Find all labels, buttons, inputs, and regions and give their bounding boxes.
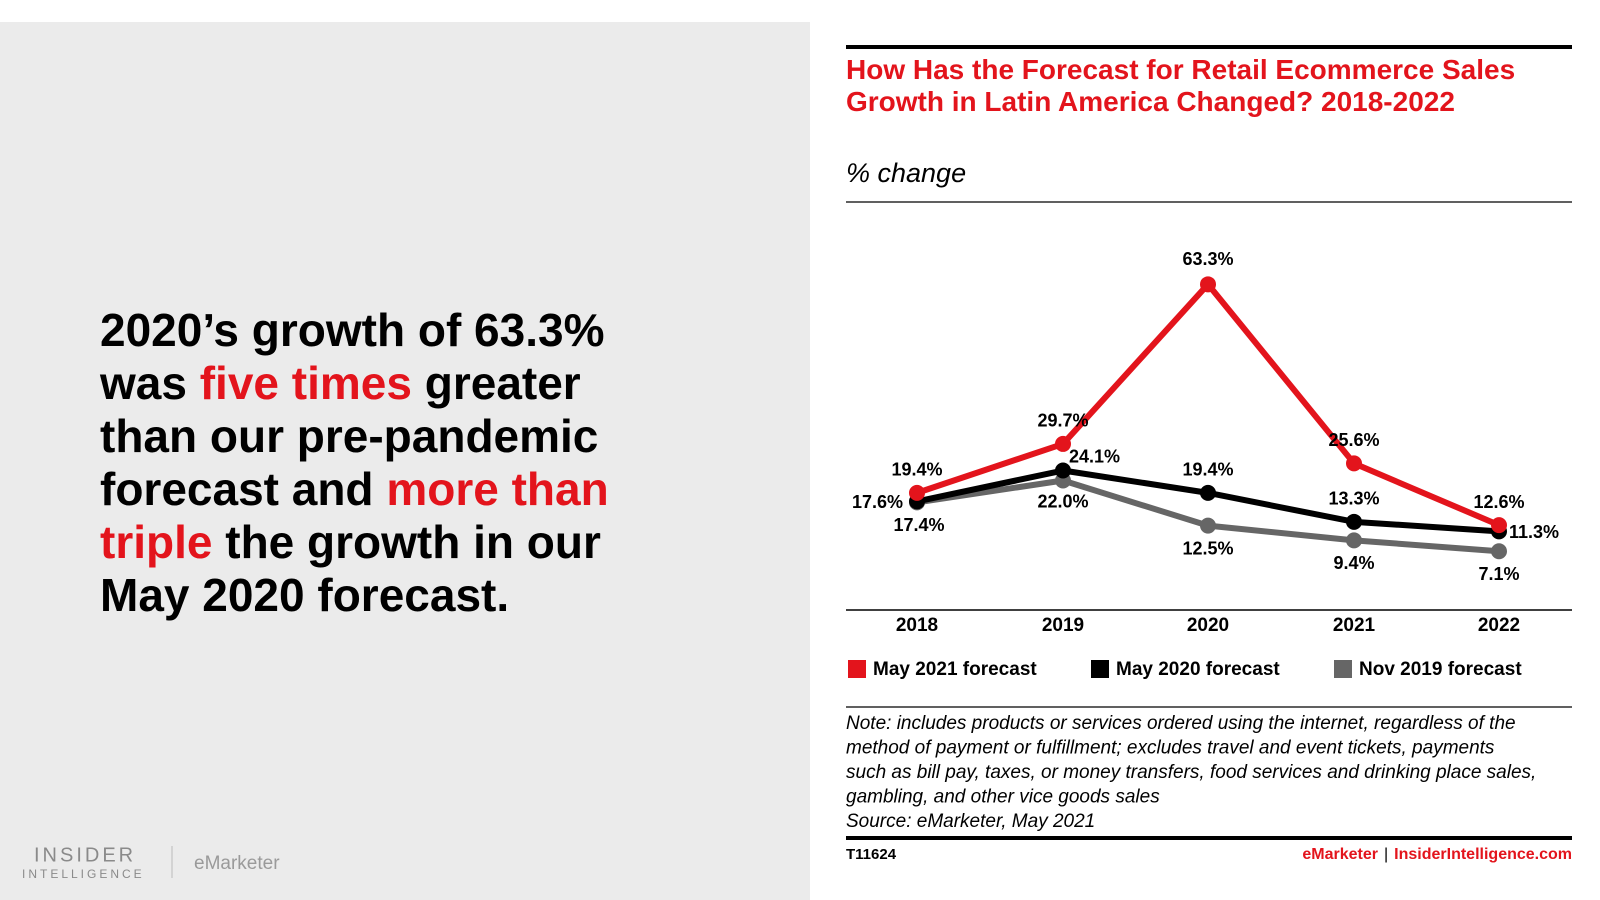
headline: 2020’s growth of 63.3% was five times gr…	[100, 304, 680, 622]
data-label: 17.6%	[852, 492, 903, 512]
data-label: 9.4%	[1333, 553, 1374, 573]
note: gambling, and other vice goods sales	[846, 787, 1160, 808]
footer-separator: |	[1384, 846, 1388, 863]
data-label: 24.1%	[1069, 446, 1120, 466]
data-label: 63.3%	[1182, 249, 1233, 269]
chart-subtitle: % change	[846, 158, 967, 188]
headline-text: the growth in our May 2020 forecast.	[100, 516, 601, 621]
data-label: 22.0%	[1037, 491, 1088, 511]
point	[1055, 435, 1071, 452]
point	[1491, 543, 1507, 560]
data-label: 25.6%	[1328, 430, 1379, 450]
x-tick-label: 2022	[1478, 615, 1520, 636]
point	[1200, 484, 1216, 501]
data-label: 29.7%	[1037, 411, 1088, 431]
point	[1200, 276, 1216, 293]
data-label: 19.4%	[891, 460, 942, 480]
footer-site: InsiderIntelligence.com	[1394, 846, 1572, 863]
logo-partner: eMarketer	[194, 853, 280, 874]
footer: eMarketer | InsiderIntelligence.com	[1302, 846, 1572, 863]
x-tick-label: 2019	[1042, 615, 1084, 636]
data-label: 13.3%	[1328, 489, 1379, 509]
point	[1055, 462, 1071, 479]
data-label: 12.6%	[1473, 492, 1524, 512]
legend-swatch	[1091, 660, 1109, 678]
point	[1346, 455, 1362, 472]
left-panel: 2020’s growth of 63.3% was five times gr…	[0, 22, 810, 900]
headline-emphasis: five times	[199, 357, 412, 409]
legend-label: May 2020 forecast	[1116, 659, 1280, 680]
data-label: 11.3%	[1509, 522, 1559, 542]
x-tick-label: 2020	[1187, 615, 1229, 636]
logo-line1: INSIDER	[34, 844, 136, 866]
x-tick-label: 2018	[896, 615, 938, 636]
source: Source: eMarketer, May 2021	[846, 811, 1095, 832]
chart-title: How Has the Forecast for Retail Ecommerc…	[846, 54, 1516, 117]
headline-text: greater than our pre-pandemic forecast a…	[100, 357, 599, 515]
legend-label: Nov 2019 forecast	[1359, 659, 1522, 680]
data-label: 19.4%	[1182, 460, 1233, 480]
legend-label: May 2021 forecast	[873, 659, 1037, 680]
point	[1346, 532, 1362, 549]
data-label: 12.5%	[1182, 538, 1233, 558]
legend-swatch	[1334, 660, 1352, 678]
note: Note: includes products or services orde…	[846, 713, 1516, 734]
point	[909, 484, 925, 501]
note: such as bill pay, taxes, or money transf…	[846, 762, 1536, 783]
legend-swatch	[848, 660, 866, 678]
logo-line2: INTELLIGENCE	[22, 867, 145, 881]
headline-text: 2020’s growth of 63.3% was	[100, 304, 605, 409]
point	[1200, 517, 1216, 534]
point	[1346, 513, 1362, 530]
chart-id: T11624	[846, 846, 897, 863]
data-label: 17.4%	[893, 515, 944, 535]
x-tick-label: 2021	[1333, 615, 1376, 636]
footer-brand: eMarketer	[1302, 846, 1378, 863]
headline-emphasis: more than triple	[100, 463, 609, 568]
point	[1491, 517, 1507, 534]
note: method of payment or fulfillment; exclud…	[846, 738, 1495, 759]
data-label: 7.1%	[1478, 564, 1519, 584]
